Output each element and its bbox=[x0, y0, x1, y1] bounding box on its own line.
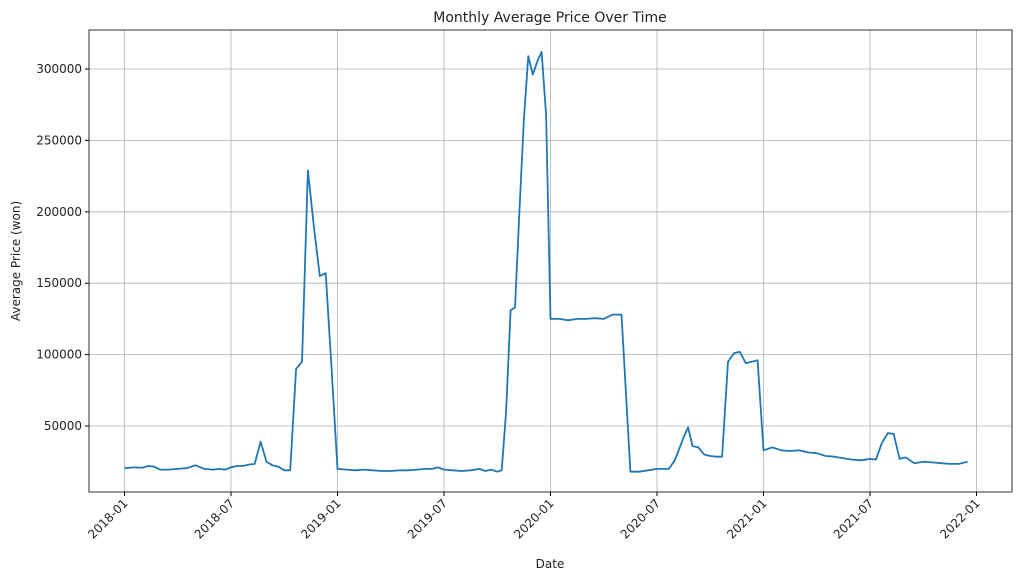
price-line bbox=[124, 51, 968, 473]
y-tick-label: 100000 bbox=[36, 348, 82, 362]
x-tick-label: 2019-07 bbox=[405, 496, 450, 541]
y-tick-label: 300000 bbox=[36, 62, 82, 76]
y-tick-label: 250000 bbox=[36, 133, 82, 147]
x-axis-label: Date bbox=[536, 557, 565, 571]
x-tick-label: 2018-01 bbox=[85, 496, 130, 541]
y-tick-label: 150000 bbox=[36, 276, 82, 290]
x-tick-label: 2019-01 bbox=[298, 496, 343, 541]
y-tick-label: 200000 bbox=[36, 205, 82, 219]
plot-frame bbox=[88, 29, 1013, 493]
x-tick-label: 2018-07 bbox=[192, 496, 237, 541]
x-tick-label: 2020-01 bbox=[511, 496, 556, 541]
x-tick-label: 2021-07 bbox=[831, 496, 876, 541]
y-tick-label: 50000 bbox=[44, 419, 82, 433]
x-tick-label: 2021-01 bbox=[724, 496, 769, 541]
chart-title: Monthly Average Price Over Time bbox=[433, 10, 666, 26]
y-axis-label: Average Price (won) bbox=[9, 201, 23, 321]
x-tick-label: 2022-01 bbox=[937, 496, 982, 541]
x-tick-label: 2020-07 bbox=[618, 496, 663, 541]
